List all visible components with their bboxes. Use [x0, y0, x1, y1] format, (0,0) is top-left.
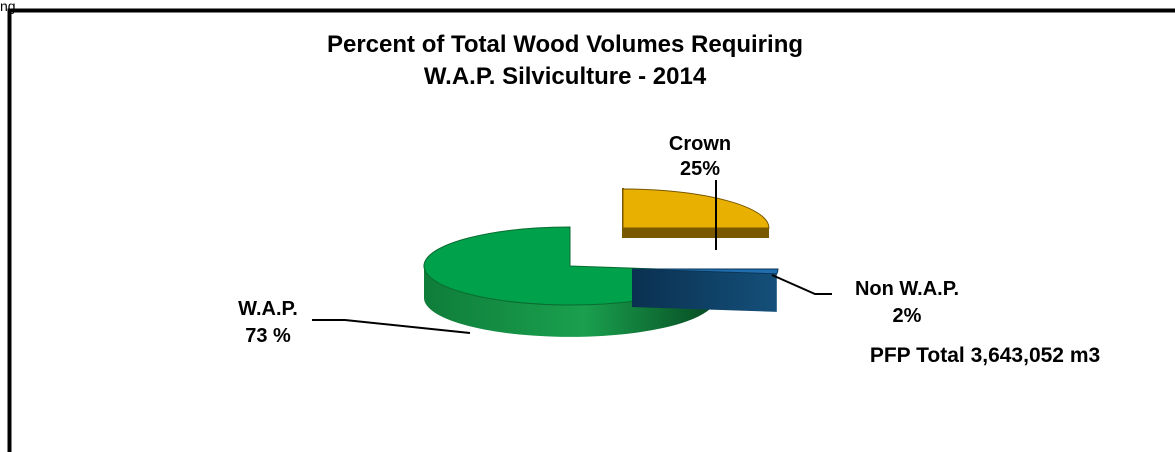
- leader-line-wap: [312, 319, 471, 334]
- data-label-non-wap-name: Non W.A.P.: [855, 278, 959, 300]
- pie-slice-crown-side: [623, 228, 769, 238]
- data-label-wap-value: 73 %: [245, 325, 291, 347]
- data-label-non-wap-value: 2%: [893, 305, 922, 327]
- pie-slice-wap-side: [424, 266, 715, 337]
- chart-title-line-1: Percent of Total Wood Volumes Requiring: [327, 31, 803, 58]
- pie-slice-crown: [622, 188, 770, 229]
- total-annotation: PFP Total 3,643,052 m3: [870, 344, 1100, 367]
- data-label-crown-value: 25%: [680, 158, 720, 180]
- chart-title-line-2: W.A.P. Silviculture - 2014: [424, 63, 707, 90]
- pie-slice-non-wap: [631, 268, 779, 275]
- pie-slice-non-wap-side: [632, 269, 778, 312]
- pie: [423, 188, 779, 337]
- chart-frame: [7, 8, 1175, 452]
- data-label-crown-name: Crown: [669, 133, 731, 155]
- corner-text: ng: [0, 0, 16, 14]
- leader-line-non-wap: [771, 274, 832, 295]
- data-label-wap-name: W.A.P.: [238, 298, 298, 320]
